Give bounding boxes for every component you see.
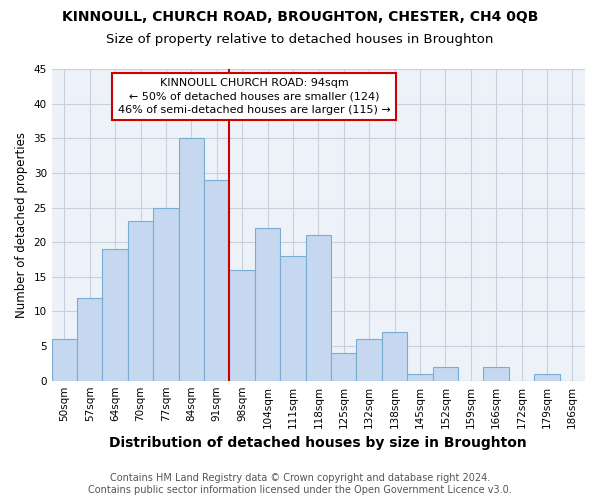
Bar bbox=[280, 256, 305, 380]
Bar bbox=[356, 339, 382, 380]
Bar bbox=[305, 235, 331, 380]
Text: Contains HM Land Registry data © Crown copyright and database right 2024.
Contai: Contains HM Land Registry data © Crown c… bbox=[88, 474, 512, 495]
Bar bbox=[52, 339, 77, 380]
Bar bbox=[433, 367, 458, 380]
Bar bbox=[534, 374, 560, 380]
Bar bbox=[128, 222, 153, 380]
Bar bbox=[204, 180, 229, 380]
Bar bbox=[77, 298, 103, 380]
Bar bbox=[179, 138, 204, 380]
Bar bbox=[484, 367, 509, 380]
Text: KINNOULL CHURCH ROAD: 94sqm
← 50% of detached houses are smaller (124)
46% of se: KINNOULL CHURCH ROAD: 94sqm ← 50% of det… bbox=[118, 78, 391, 115]
Bar bbox=[103, 249, 128, 380]
X-axis label: Distribution of detached houses by size in Broughton: Distribution of detached houses by size … bbox=[109, 436, 527, 450]
Bar bbox=[229, 270, 255, 380]
Bar bbox=[407, 374, 433, 380]
Bar bbox=[331, 353, 356, 380]
Y-axis label: Number of detached properties: Number of detached properties bbox=[15, 132, 28, 318]
Text: KINNOULL, CHURCH ROAD, BROUGHTON, CHESTER, CH4 0QB: KINNOULL, CHURCH ROAD, BROUGHTON, CHESTE… bbox=[62, 10, 538, 24]
Bar bbox=[153, 208, 179, 380]
Bar bbox=[382, 332, 407, 380]
Text: Size of property relative to detached houses in Broughton: Size of property relative to detached ho… bbox=[106, 32, 494, 46]
Bar bbox=[255, 228, 280, 380]
